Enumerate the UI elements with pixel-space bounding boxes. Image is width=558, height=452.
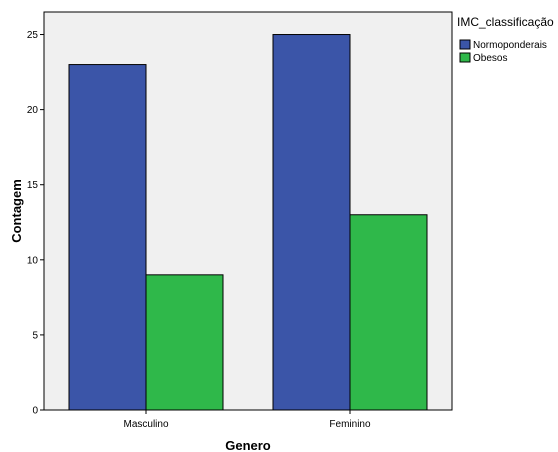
y-tick-label: 0 xyxy=(32,406,38,417)
y-tick-label: 5 xyxy=(32,330,38,341)
bars xyxy=(68,34,428,411)
y-axis: 0 5 10 15 20 25 xyxy=(27,30,44,417)
y-axis-title: Contagem xyxy=(9,179,24,243)
y-tick-label: 25 xyxy=(27,30,39,41)
legend-label-obesos: Obesos xyxy=(473,53,507,64)
legend-swatch-obesos xyxy=(459,52,471,63)
bar-normoponderais-feminino xyxy=(272,34,351,411)
x-axis: Masculino Feminino xyxy=(123,410,371,430)
y-tick-label: 15 xyxy=(27,180,39,191)
bar-obesos-feminino xyxy=(349,214,428,411)
legend-swatch-normoponderais xyxy=(459,39,471,50)
legend: IMC_classificação Normoponderais Obesos xyxy=(457,15,554,64)
y-tick-label: 20 xyxy=(27,105,39,116)
x-tick-label: Feminino xyxy=(329,419,371,430)
bar-normoponderais-masculino xyxy=(68,64,147,411)
x-tick-label: Masculino xyxy=(123,419,168,430)
bar-obesos-masculino xyxy=(145,274,224,411)
y-tick-label: 10 xyxy=(27,255,39,266)
legend-title: IMC_classificação xyxy=(457,15,554,29)
x-axis-title: Genero xyxy=(225,438,271,452)
legend-label-normoponderais: Normoponderais xyxy=(473,40,547,51)
